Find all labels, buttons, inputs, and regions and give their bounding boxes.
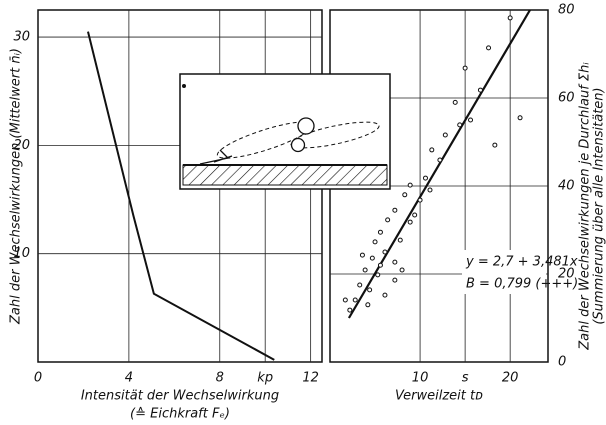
x-axis-label: Intensität der Wechselwirkung [81,389,279,404]
scatter-point [423,176,427,180]
x-tick-label: 4 [125,371,133,386]
scatter-point [378,263,382,267]
scatter-point [348,308,352,312]
scatter-point [408,183,412,187]
y-axis-label: (Summierung über alle Intensitäten) [592,87,606,324]
scatter-point [383,250,387,254]
scatter-point [478,88,482,92]
scatter-point [373,240,377,244]
scatter-point [386,218,390,222]
x-axis-label: Verweilzeit tᴅ [395,389,483,404]
x-tick-label: s [462,371,469,386]
y-tick-label: 60 [558,91,575,106]
scatter-point [368,288,372,292]
scatter-point [393,260,397,264]
y-tick-label: 40 [558,179,575,194]
scatter-point [363,268,367,272]
y-tick-label: 80 [558,3,575,18]
scatter-point [458,123,462,127]
inset-sketch [180,74,390,189]
scatter-point [469,118,473,122]
scatter-point [493,143,497,147]
scatter-point [358,283,362,287]
scatter-point [393,208,397,212]
scatter-point [408,220,412,224]
x-axis-label: (≙ Eichkraft Fₑ) [130,407,230,422]
x-tick-label: 10 [412,371,429,386]
x-tick-label: 8 [216,371,224,386]
scatter-point [443,133,447,137]
annotation: y = 2,7 + 3,481x [465,255,578,270]
scatter-point [366,303,370,307]
x-tick-label: 12 [302,371,319,386]
scatter-point [413,213,417,217]
scatter-point [360,253,364,257]
scatter-point [453,100,457,104]
scatter-point [353,298,357,302]
scatter-point [400,268,404,272]
scatter-point [398,238,402,242]
scatter-point [393,278,397,282]
x-tick-label: 0 [34,371,42,386]
scatter-point [383,293,387,297]
scatter-point [438,158,442,162]
scatter-point [463,66,467,70]
scatter-point [370,256,374,260]
y-axis-label: Zahl der Wechselwirkungen (Mittelwert n̄… [9,48,24,325]
scatter-point [378,230,382,234]
scatter-point [376,273,380,277]
y-tick-label: 0 [558,355,566,370]
x-tick-label: kp [257,371,273,386]
figure: 0 4 8 kp 12 10 20 30 Intensität der Wechselwirku… [0,0,606,425]
scatter-point [403,193,407,197]
scatter-point [428,188,432,192]
y-axis-label: Zahl der Wechselwirkungen je Durchlauf Σ… [578,62,593,351]
scatter-point [518,116,522,120]
scatter-point [487,46,491,50]
scatter-point [430,148,434,152]
x-tick-label: 20 [502,371,519,386]
scatter-point [418,198,422,202]
scatter-point [508,16,512,20]
annotation: B = 0,799 (+++) [466,277,578,292]
y-tick-label: 30 [13,30,30,45]
scatter-point [343,298,347,302]
